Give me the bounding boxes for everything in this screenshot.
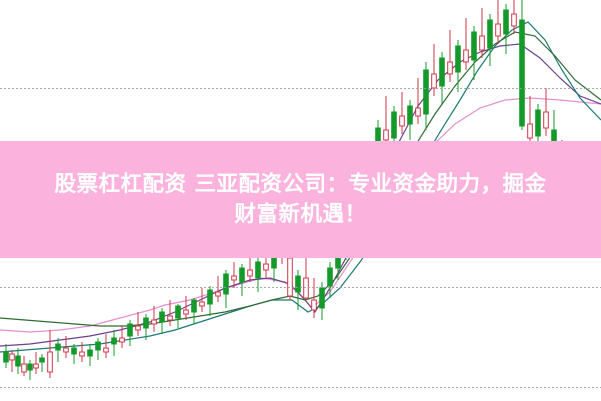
candle bbox=[423, 62, 429, 130]
candle bbox=[3, 344, 9, 368]
candle bbox=[167, 300, 173, 326]
gridline-2 bbox=[0, 387, 601, 388]
candle bbox=[21, 356, 27, 376]
candle bbox=[191, 298, 197, 324]
candle bbox=[55, 338, 61, 362]
candle bbox=[159, 308, 165, 334]
candle bbox=[239, 264, 245, 296]
candle bbox=[383, 96, 389, 148]
candle bbox=[199, 288, 205, 312]
candle bbox=[519, 0, 525, 130]
promo-banner-text: 股票杠杠配资 三亚配资公司：专业资金助力，掘金 财富新机遇！ bbox=[55, 170, 547, 230]
candle bbox=[447, 30, 453, 82]
candle bbox=[143, 314, 149, 340]
ma-line-MA-darkgreen bbox=[0, 31, 601, 327]
candle bbox=[39, 354, 45, 372]
candle bbox=[511, 0, 517, 34]
promo-line-2: 财富新机遇！ bbox=[234, 201, 367, 227]
candle bbox=[295, 270, 301, 310]
candle bbox=[311, 278, 317, 318]
candle bbox=[9, 350, 15, 372]
candle bbox=[255, 258, 261, 292]
candle bbox=[407, 100, 413, 140]
candle bbox=[543, 88, 549, 136]
candle bbox=[63, 336, 69, 358]
candle bbox=[15, 348, 21, 374]
candle bbox=[87, 344, 93, 366]
candle bbox=[71, 344, 77, 364]
candle bbox=[463, 18, 469, 70]
candle bbox=[503, 4, 509, 54]
candle bbox=[479, 8, 485, 58]
candle bbox=[327, 262, 333, 298]
candle bbox=[231, 262, 237, 288]
candle bbox=[415, 78, 421, 124]
candle bbox=[151, 306, 157, 332]
promo-line-1: 股票杠杠配资 三亚配资公司：专业资金助力，掘金 bbox=[54, 171, 547, 197]
candle bbox=[319, 282, 325, 320]
candle bbox=[27, 360, 33, 380]
candle bbox=[223, 270, 229, 308]
candle bbox=[495, 0, 501, 44]
candle bbox=[247, 254, 253, 282]
candle bbox=[439, 52, 445, 104]
candle bbox=[127, 320, 133, 346]
candle bbox=[215, 276, 221, 302]
candle bbox=[303, 256, 309, 300]
candle bbox=[103, 334, 109, 358]
promo-banner: 股票杠杠配资 三亚配资公司：专业资金助力，掘金 财富新机遇！ bbox=[0, 141, 601, 258]
candle bbox=[119, 326, 125, 348]
candle bbox=[175, 304, 181, 328]
candle bbox=[135, 312, 141, 336]
candle bbox=[207, 286, 213, 316]
candle bbox=[471, 26, 477, 80]
candle bbox=[455, 40, 461, 92]
candle bbox=[111, 330, 117, 356]
candle bbox=[527, 96, 533, 146]
gridline-0 bbox=[0, 88, 601, 89]
candle bbox=[47, 330, 53, 378]
gridline-1 bbox=[0, 287, 601, 288]
candle bbox=[399, 92, 405, 134]
candle bbox=[95, 338, 101, 360]
candle bbox=[79, 342, 85, 362]
candle bbox=[33, 352, 39, 374]
candle bbox=[183, 296, 189, 320]
candle bbox=[487, 14, 493, 66]
